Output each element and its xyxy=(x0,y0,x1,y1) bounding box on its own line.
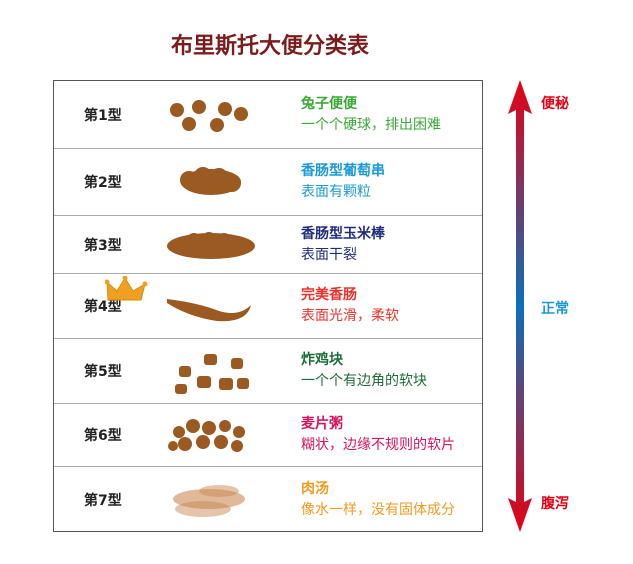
type-description: 像水一样，没有固体成分 xyxy=(301,501,455,518)
type-description: 一个个有边角的软块 xyxy=(301,373,427,389)
type-description: 表面有颗粒 xyxy=(301,184,371,200)
type-description: 表面光滑，柔软 xyxy=(301,308,399,324)
type-name: 完美香肠 xyxy=(301,287,357,303)
type-label: 第4型 xyxy=(84,299,122,315)
type-description: 表面干裂 xyxy=(301,246,357,263)
stool-table: 第1型 兔子便便 一个个硬球，排出困难 第2型 香肠型葡萄串 表面有颗粒 第3型 香… xyxy=(53,80,483,532)
type-label: 第3型 xyxy=(84,237,122,254)
type-label: 第6型 xyxy=(84,428,122,444)
table-row: 第4型 完美香肠 表面光滑，柔软 xyxy=(54,274,482,339)
stool-image xyxy=(175,354,249,394)
type-label: 第5型 xyxy=(84,364,122,380)
type-description: 一个个硬球，排出困难 xyxy=(301,116,441,133)
type-label: 第2型 xyxy=(84,175,122,191)
constipation-label: 便秘 xyxy=(541,96,569,112)
normal-label: 正常 xyxy=(541,301,569,317)
type-name: 香肠型玉米棒 xyxy=(301,225,385,242)
stool-image xyxy=(167,299,251,322)
stool-image xyxy=(170,99,248,132)
stool-image xyxy=(180,167,241,195)
type-description: 糊状，边缘不规则的软片 xyxy=(301,437,455,453)
type-name: 麦片粥 xyxy=(301,416,343,432)
type-name: 香肠型葡萄串 xyxy=(301,163,385,179)
page-title: 布里斯托大便分类表 xyxy=(170,34,369,59)
table-row: 第7型 肉汤 像水一样，没有固体成分 xyxy=(54,467,482,532)
stool-image xyxy=(173,484,245,517)
table-row: 第3型 香肠型玉米棒 表面干裂 xyxy=(54,216,482,274)
table-row: 第6型 麦片粥 糊状，边缘不规则的软片 xyxy=(54,404,482,467)
type-label: 第1型 xyxy=(84,107,122,124)
double-arrow-icon xyxy=(508,80,532,532)
type-name: 炸鸡块 xyxy=(301,352,343,368)
table-row: 第5型 炸鸡块 一个个有边角的软块 xyxy=(54,339,482,404)
stool-image xyxy=(167,231,255,259)
type-label: 第7型 xyxy=(84,492,122,509)
table-row: 第2型 香肠型葡萄串 表面有颗粒 xyxy=(54,149,482,216)
type-name: 肉汤 xyxy=(301,480,329,497)
crown-icon xyxy=(105,276,148,301)
stool-image xyxy=(168,419,245,452)
diarrhea-label: 腹泻 xyxy=(541,496,569,512)
type-name: 兔子便便 xyxy=(301,95,357,112)
table-row: 第1型 兔子便便 一个个硬球，排出困难 xyxy=(54,81,482,149)
